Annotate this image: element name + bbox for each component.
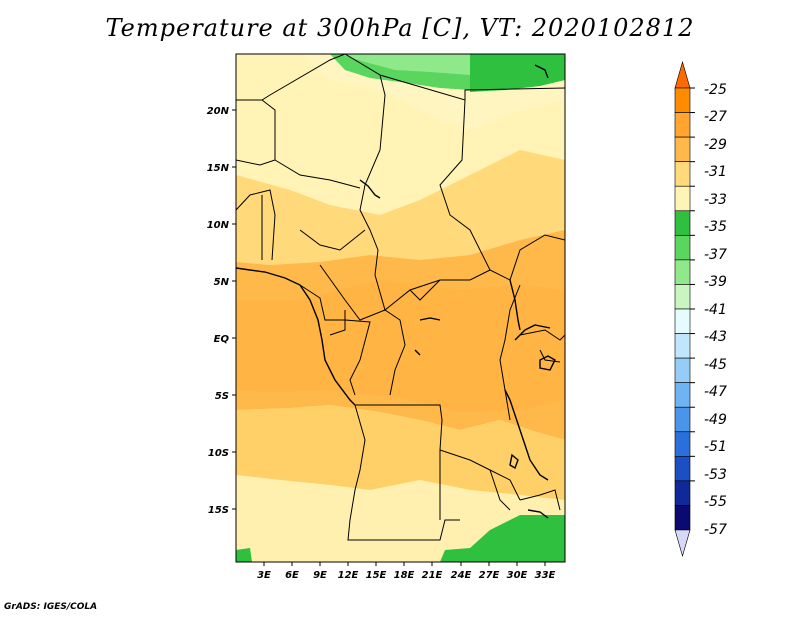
lon-label-18e: 18E [394,570,415,581]
field-green-northeast [470,54,565,92]
colorbar-label-m31: -31 [704,164,727,180]
colorbar-segment [674,259,691,285]
colorbar-segment [674,308,691,334]
lat-label-eq: EQ [214,334,230,345]
colorbar-label-m47: -47 [704,384,727,400]
colorbar-segment [674,480,691,506]
colorbar-label-m27: -27 [704,109,727,125]
lon-label-24e: 24E [451,570,472,581]
latitude-axis: 20N 15N 10N 5N EQ 5S 10S 15S [207,106,236,516]
colorbar: -25 -27 -29 -31 -33 -35 -37 -39 -41 -43 … [674,60,727,558]
colorbar-label-m57: -57 [704,522,727,538]
lon-label-27e: 27E [479,570,500,581]
colorbar-segment [674,456,691,482]
chart-title: Temperature at 300hPa [C], VT: 202010281… [105,14,695,42]
field-orange-deep [236,280,565,412]
field-yellow-band [236,150,565,265]
colorbar-segment [674,333,691,359]
field-green-southwest [236,548,252,562]
colorbar-segment [674,529,691,558]
longitude-axis: 3E 6E 9E 12E 15E 18E 21E 24E 27E 30E 33E [257,562,556,581]
lat-label-15s: 15S [208,505,229,516]
colorbar-ticks [690,87,695,482]
colorbar-label-m41: -41 [704,302,727,318]
lon-label-30e: 30E [507,570,528,581]
colorbar-label-m37: -37 [704,247,727,263]
colorbar-segment [674,210,691,236]
colorbar-label-m55: -55 [704,494,727,510]
colorbar-label-m33: -33 [704,192,727,208]
lon-label-15e: 15E [366,570,387,581]
grads-credit: GrADS: IGES/COLA [4,602,98,612]
lat-label-5n: 5N [214,277,230,288]
field-green-southeast [440,515,565,562]
colorbar-label-m45: -45 [704,357,727,373]
colorbar-segment [674,431,691,457]
colorbar-segment [674,136,691,162]
lat-label-20n: 20N [207,106,230,117]
colorbar-label-m51: -51 [704,439,727,455]
field-yellow-south [236,405,565,500]
colorbar-label-m25: -25 [704,82,727,98]
colorbar-label-m43: -43 [704,329,727,345]
colorbar-label-m29: -29 [704,137,727,153]
colorbar-label-m49: -49 [704,412,727,428]
colorbar-segment [674,161,691,187]
map-frame [235,53,566,563]
colorbar-segment [674,406,691,433]
colorbar-label-m53: -53 [704,467,727,483]
colorbar-segment [674,87,691,113]
lat-label-10n: 10N [207,220,230,231]
lon-label-3e: 3E [257,570,271,581]
country-borders [236,54,565,541]
coastlines [236,64,556,519]
colorbar-segment [674,284,691,310]
lon-label-9e: 9E [313,570,327,581]
lat-label-10s: 10S [208,448,229,459]
colorbar-segment [674,505,691,531]
colorbar-segment [674,357,691,383]
field-green-north-light [340,54,470,75]
colorbar-label-m35: -35 [704,219,727,235]
lon-label-6e: 6E [285,570,299,581]
lat-label-5s: 5S [215,391,229,402]
colorbar-segments [674,60,691,558]
colorbar-segment [674,235,691,261]
colorbar-segment [674,112,691,138]
colorbar-segment [674,60,691,89]
lon-label-12e: 12E [338,570,359,581]
lat-label-15n: 15N [207,163,230,174]
colorbar-segment [674,382,691,408]
temperature-field [236,54,565,562]
colorbar-label-m39: -39 [704,274,727,290]
colorbar-segment [674,185,691,212]
lon-label-21e: 21E [422,570,443,581]
lon-label-33e: 33E [535,570,556,581]
